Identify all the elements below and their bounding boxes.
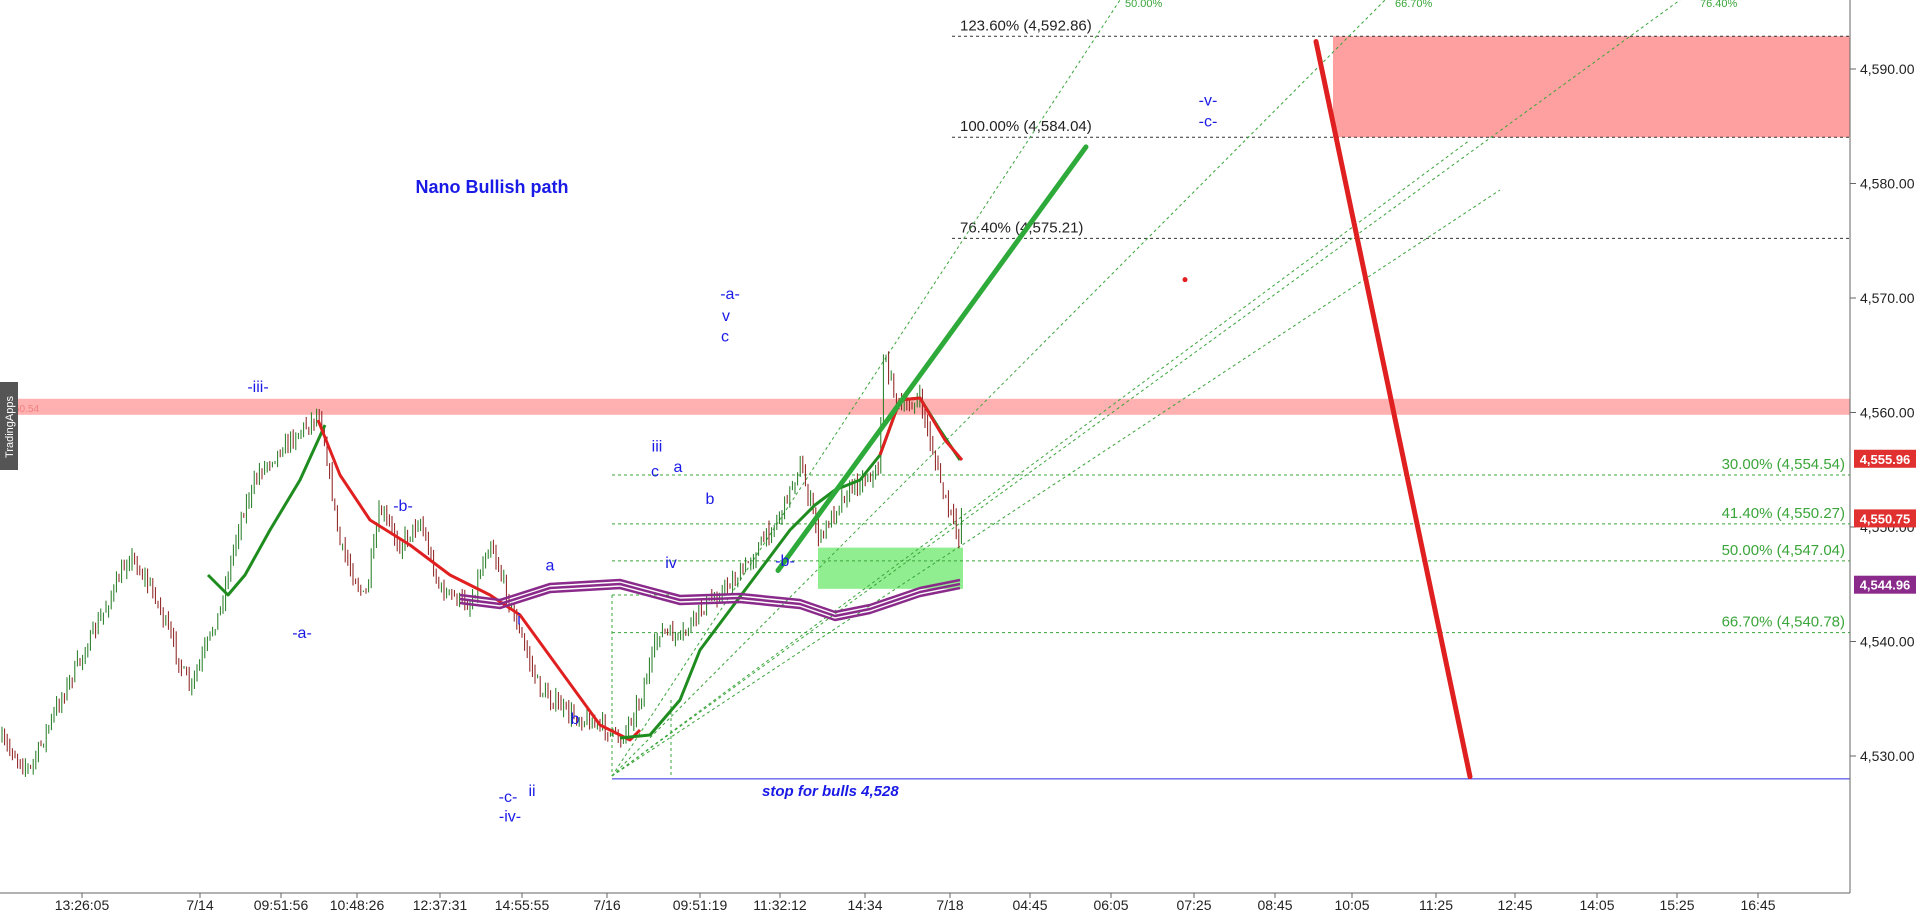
x-tick-label: 11:32:12 bbox=[753, 897, 807, 913]
target-zone bbox=[1333, 36, 1850, 138]
y-tick-label: 4,530.00 bbox=[1860, 748, 1915, 764]
fib-retracement-label: 30.00% (4,554.54) bbox=[1722, 456, 1845, 473]
wave-label: -b- bbox=[393, 498, 413, 515]
green-ma bbox=[206, 424, 327, 597]
red-ma bbox=[316, 419, 642, 742]
wave-label: ii bbox=[528, 783, 535, 800]
fib-retracement-label: 50.00% (4,547.04) bbox=[1722, 542, 1845, 559]
price-tag-label: 4,555.96 bbox=[1860, 452, 1911, 467]
wave-label: c bbox=[721, 329, 729, 346]
wave-label: iv bbox=[665, 555, 677, 572]
fib-retracement-label: 41.40% (4,550.27) bbox=[1722, 505, 1845, 522]
wave-label: -v- bbox=[1199, 93, 1218, 110]
price-tag bbox=[1854, 575, 1916, 594]
y-tick-label: 4,560.00 bbox=[1860, 405, 1915, 421]
x-tick-label: 04:45 bbox=[1012, 897, 1047, 913]
wave-label: iii bbox=[652, 438, 663, 455]
x-tick-label: 16:45 bbox=[1740, 897, 1775, 913]
price-tag bbox=[1854, 449, 1916, 468]
x-tick-label: 14:05 bbox=[1579, 897, 1614, 913]
stop-label: stop for bulls 4,528 bbox=[762, 783, 899, 800]
wave-label: a bbox=[674, 459, 683, 476]
fan-label: 66.70% bbox=[1395, 0, 1433, 10]
wave-label: -a- bbox=[720, 286, 740, 303]
fan-line bbox=[611, 0, 1681, 777]
wave-label: i bbox=[517, 611, 521, 628]
x-tick-label: 10:48:26 bbox=[330, 897, 385, 913]
chart-title: Nano Bullish path bbox=[416, 177, 569, 197]
wave-label: -iv- bbox=[499, 808, 521, 825]
x-tick-label: 12:45 bbox=[1497, 897, 1532, 913]
wave-label: -a- bbox=[292, 625, 312, 642]
fan-line bbox=[611, 0, 1386, 777]
red-ma bbox=[878, 396, 964, 461]
x-tick-label: 7/14 bbox=[186, 897, 213, 913]
x-tick-label: 12:37:31 bbox=[413, 897, 468, 913]
x-tick-label: 7/16 bbox=[593, 897, 620, 913]
wave-label: -b- bbox=[775, 553, 795, 570]
marker-dot bbox=[1182, 277, 1188, 283]
x-tick-label: 09:51:56 bbox=[254, 897, 309, 913]
purple-band bbox=[459, 578, 961, 614]
wave-label: a bbox=[546, 558, 555, 575]
x-tick-label: 7/18 bbox=[936, 897, 963, 913]
wave-label: -iii- bbox=[247, 379, 268, 396]
x-tick-label: 11:25 bbox=[1419, 897, 1453, 913]
x-tick-label: 09:51:19 bbox=[673, 897, 728, 913]
x-tick-label: 14:55:55 bbox=[495, 897, 550, 913]
wave-label: -c- bbox=[499, 789, 518, 806]
fan-line bbox=[611, 139, 1471, 777]
x-tick-label: 13:26:05 bbox=[55, 897, 110, 913]
projection-bullish bbox=[775, 144, 1089, 574]
resistance-zone-label: 60.54 bbox=[14, 404, 39, 415]
purple-band bbox=[459, 582, 961, 618]
x-tick-label: 06:05 bbox=[1093, 897, 1128, 913]
fan-label: 76.40% bbox=[1700, 0, 1738, 10]
x-tick-label: 15:25 bbox=[1659, 897, 1694, 913]
y-tick-label: 4,590.00 bbox=[1860, 61, 1915, 77]
y-tick-label: 4,580.00 bbox=[1860, 176, 1915, 192]
purple-band bbox=[459, 586, 961, 622]
support-zone bbox=[818, 547, 963, 589]
x-tick-label: 08:45 bbox=[1257, 897, 1292, 913]
fan-line bbox=[611, 0, 1121, 777]
watermark bbox=[0, 382, 18, 470]
y-tick-label: 4,540.00 bbox=[1860, 634, 1915, 650]
wave-label: b bbox=[706, 491, 715, 508]
price-tag bbox=[1854, 509, 1916, 528]
x-tick-label: 07:25 bbox=[1176, 897, 1211, 913]
price-tag-label: 4,544.96 bbox=[1860, 578, 1911, 593]
price-tag-label: 4,550.75 bbox=[1860, 511, 1911, 526]
wave-label: c bbox=[651, 464, 659, 481]
y-tick-label: 4,570.00 bbox=[1860, 290, 1915, 306]
watermark-text: TradingApps bbox=[4, 396, 16, 458]
wave-label: b bbox=[571, 711, 580, 728]
x-tick-label: 14:34 bbox=[847, 897, 882, 913]
fib-retracement-label: 66.70% (4,540.78) bbox=[1722, 614, 1845, 631]
fib-extension-label: 123.60% (4,592.86) bbox=[960, 17, 1092, 34]
projection-bearish bbox=[1313, 39, 1473, 780]
x-tick-label: 10:05 bbox=[1334, 897, 1369, 913]
fan-label: 50.00% bbox=[1125, 0, 1163, 10]
wave-label: v bbox=[722, 308, 730, 325]
wave-label: -c- bbox=[1199, 113, 1218, 130]
fib-extension-label: 76.40% (4,575.21) bbox=[960, 219, 1083, 236]
fib-extension-label: 100.00% (4,584.04) bbox=[960, 118, 1092, 135]
